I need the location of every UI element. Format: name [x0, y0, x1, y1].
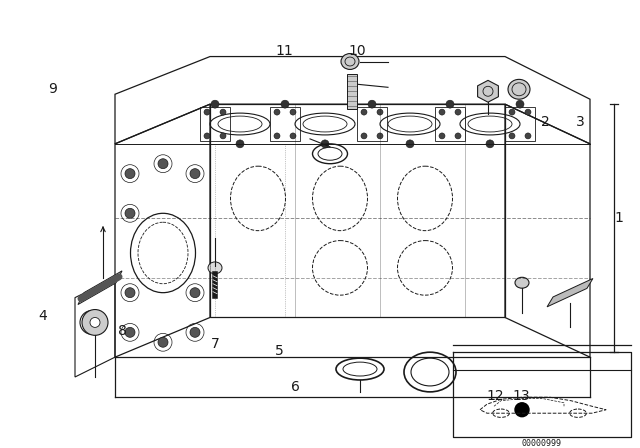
- Ellipse shape: [341, 54, 359, 69]
- Circle shape: [406, 140, 414, 148]
- Text: 00000999: 00000999: [522, 439, 562, 448]
- Ellipse shape: [515, 277, 529, 288]
- Circle shape: [274, 133, 280, 139]
- Polygon shape: [547, 279, 593, 307]
- Circle shape: [368, 100, 376, 108]
- Circle shape: [439, 109, 445, 115]
- Text: 5: 5: [275, 344, 284, 358]
- Polygon shape: [347, 74, 357, 109]
- Circle shape: [290, 133, 296, 139]
- Text: 6: 6: [291, 380, 300, 394]
- Circle shape: [321, 140, 329, 148]
- Ellipse shape: [508, 79, 530, 99]
- Text: 3: 3: [576, 115, 585, 129]
- Text: 10: 10: [349, 44, 367, 58]
- Circle shape: [455, 133, 461, 139]
- Circle shape: [281, 100, 289, 108]
- Circle shape: [125, 288, 135, 297]
- Circle shape: [455, 109, 461, 115]
- Text: 1: 1: [614, 211, 623, 225]
- Circle shape: [236, 140, 244, 148]
- Circle shape: [125, 208, 135, 218]
- Circle shape: [158, 337, 168, 347]
- Circle shape: [190, 327, 200, 337]
- Circle shape: [290, 109, 296, 115]
- Circle shape: [377, 133, 383, 139]
- Text: 8: 8: [118, 324, 127, 338]
- Circle shape: [274, 109, 280, 115]
- Circle shape: [446, 100, 454, 108]
- Polygon shape: [78, 271, 122, 305]
- Circle shape: [377, 109, 383, 115]
- Circle shape: [125, 168, 135, 179]
- Circle shape: [125, 327, 135, 337]
- Circle shape: [204, 109, 210, 115]
- Text: 9: 9: [48, 82, 57, 96]
- Text: 12: 12: [486, 388, 504, 403]
- Circle shape: [90, 318, 100, 327]
- Text: 4: 4: [38, 309, 47, 323]
- Text: 13: 13: [512, 388, 530, 403]
- Text: 11: 11: [275, 44, 293, 58]
- Circle shape: [211, 100, 219, 108]
- Polygon shape: [477, 80, 499, 102]
- Circle shape: [361, 133, 367, 139]
- Text: 7: 7: [211, 337, 220, 352]
- Circle shape: [158, 159, 168, 168]
- Text: 2: 2: [541, 115, 550, 129]
- Circle shape: [190, 288, 200, 297]
- Circle shape: [516, 100, 524, 108]
- Circle shape: [220, 109, 226, 115]
- Circle shape: [525, 133, 531, 139]
- Circle shape: [82, 310, 108, 336]
- Ellipse shape: [208, 262, 222, 274]
- Circle shape: [190, 168, 200, 179]
- Circle shape: [439, 133, 445, 139]
- Circle shape: [509, 109, 515, 115]
- Circle shape: [509, 133, 515, 139]
- Circle shape: [515, 403, 529, 417]
- Circle shape: [525, 109, 531, 115]
- Circle shape: [220, 133, 226, 139]
- Circle shape: [486, 140, 494, 148]
- Circle shape: [361, 109, 367, 115]
- Circle shape: [204, 133, 210, 139]
